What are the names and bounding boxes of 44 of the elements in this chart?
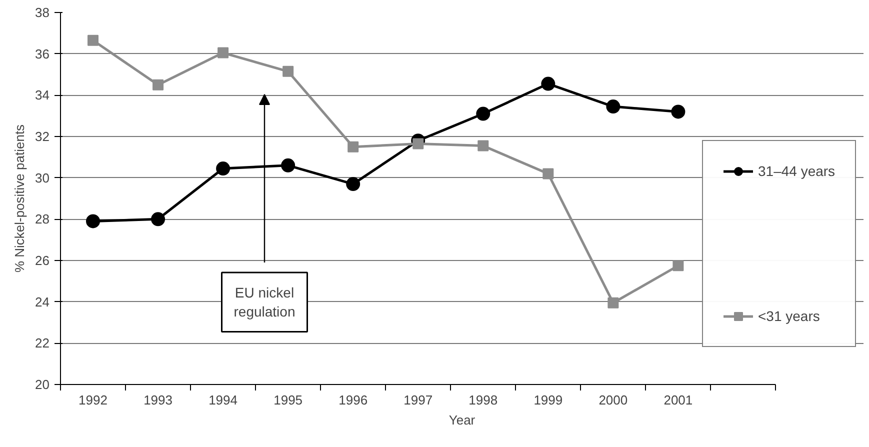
y-axis-title: % Nickel-positive patients (12, 124, 28, 273)
y-tick-label: 28 (35, 212, 50, 227)
point (218, 47, 229, 58)
x-tick-label: 1993 (144, 392, 172, 408)
y-tick-label: 38 (35, 5, 50, 20)
x-axis-title: Year (448, 412, 476, 428)
x-tick-label: 1997 (404, 392, 433, 408)
legend-label: 31–44 years (758, 163, 836, 179)
x-tick-label: 1994 (208, 392, 238, 408)
point (671, 104, 686, 119)
y-tick-label: 32 (35, 129, 50, 144)
point (476, 106, 490, 121)
point (282, 66, 294, 77)
point (346, 177, 360, 192)
point (152, 79, 164, 90)
point (86, 214, 100, 228)
y-tick-label: 34 (35, 88, 50, 103)
point (281, 158, 296, 172)
x-tick-label: 1998 (468, 392, 498, 408)
x-tick-label: 1996 (338, 392, 368, 408)
point (348, 141, 359, 152)
x-tick-label: 1995 (274, 392, 303, 408)
point (606, 100, 620, 114)
point (88, 34, 99, 46)
point (672, 260, 684, 272)
x-tick-label: 1999 (534, 392, 563, 408)
y-tick-label: 20 (35, 377, 50, 392)
point (608, 297, 619, 308)
y-tick-label: 26 (35, 253, 50, 268)
y-tick-label: 36 (35, 46, 50, 62)
y-tick-label: 30 (35, 170, 50, 186)
y-tick-label: 24 (35, 294, 50, 310)
point (478, 140, 489, 152)
y-tick-label: 22 (35, 336, 50, 351)
annotation: EU nickel regulation (234, 284, 296, 320)
x-tick-label: 2000 (598, 392, 628, 408)
point (216, 162, 230, 176)
x-tick-label: 2001 (664, 392, 693, 408)
x-tick-label: 1992 (78, 392, 108, 408)
point (541, 76, 556, 91)
legend-label: <31 years (758, 308, 820, 324)
point (151, 212, 166, 226)
point (412, 138, 424, 150)
point (542, 168, 554, 180)
